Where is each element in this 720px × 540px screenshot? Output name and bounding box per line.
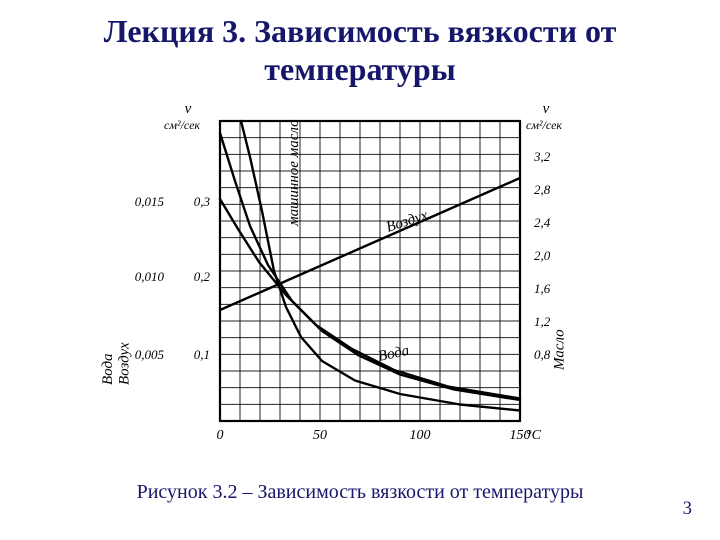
y-right-tick: 2,0 [534,248,551,263]
series-label-oil: машинное масло [286,119,302,227]
y-right-tick: 1,6 [534,281,551,296]
x-tick: 0 [217,428,224,443]
page-number: 3 [683,498,692,520]
nu-right-unit: см²/сек [526,118,562,132]
y-right-tick: 3,2 [533,149,551,164]
axis-label-maslo: Масло [552,329,568,371]
slide-title: Лекция 3. Зависимость вязкости от темпер… [24,12,696,89]
figure-caption: Рисунок 3.2 – Зависимость вязкости от те… [24,481,696,504]
y-left-outer-tick: 0,015 [135,194,165,209]
nu-right-symbol: ν [543,101,550,117]
y-left-inner-tick: 0,2 [194,269,211,284]
viscosity-chart: 050100150°C0,0050,0100,0150,10,20,3νсм²/… [100,93,620,473]
axis-label-vozdukh: Воздух [117,342,133,385]
nu-left-unit: см²/сек [164,118,200,132]
y-left-inner-tick: 0,3 [194,194,211,209]
y-left-inner-tick: 0,1 [194,347,210,362]
title-line-2: температуры [264,51,455,87]
y-right-tick: 0,8 [534,347,551,362]
y-right-tick: 2,4 [534,215,551,230]
y-right-tick: 1,2 [534,314,551,329]
nu-left-symbol: ν [185,101,192,117]
y-left-outer-tick: 0,010 [135,269,165,284]
y-left-outer-tick: 0,005 [135,347,165,362]
x-tick: 100 [410,428,431,443]
axis-label-voda: Вода [100,353,116,385]
y-right-tick: 2,8 [534,182,551,197]
x-unit: °C [526,428,542,443]
x-tick: 50 [313,428,327,443]
title-line-1: Лекция 3. Зависимость вязкости от [104,13,617,49]
